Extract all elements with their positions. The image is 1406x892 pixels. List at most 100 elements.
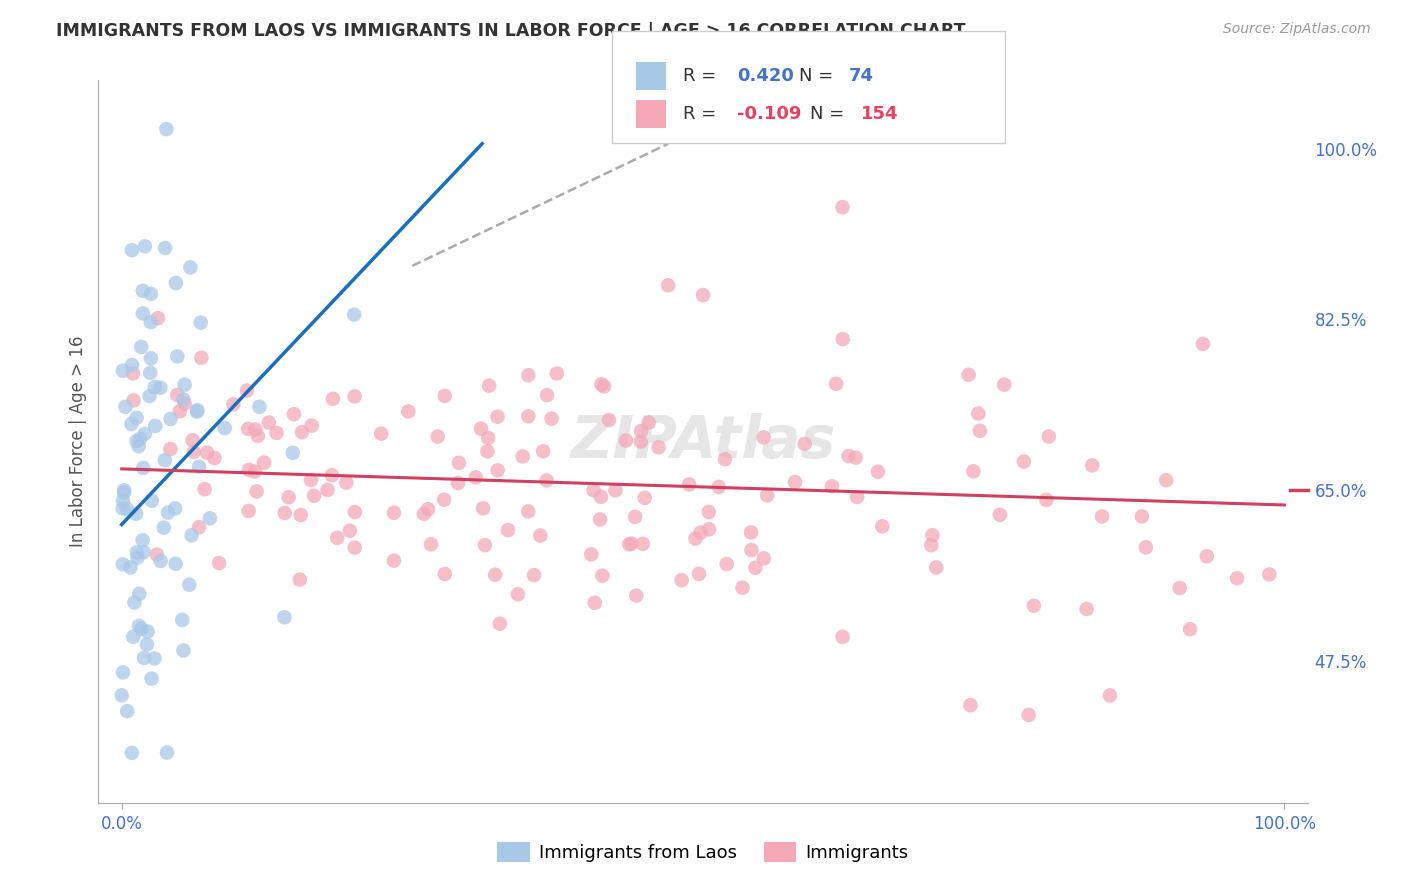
Legend: Immigrants from Laos, Immigrants: Immigrants from Laos, Immigrants (491, 834, 915, 870)
Point (591, 568, 613, 582)
Point (169, 404, 191, 418)
Point (474, 538, 496, 552)
Point (433, 566, 456, 581)
Point (624, 509, 647, 524)
Point (370, 426, 392, 441)
Point (153, 241, 176, 255)
Point (707, 480, 730, 494)
Point (132, 284, 155, 298)
Point (129, 340, 152, 354)
Point (1130, 509, 1153, 524)
Point (204, 451, 226, 466)
Point (121, 358, 143, 372)
Point (657, 278, 679, 293)
Text: R =: R = (683, 105, 723, 123)
Point (752, 551, 775, 566)
Point (591, 377, 613, 392)
Point (962, 464, 984, 478)
Point (517, 409, 540, 424)
Point (1192, 337, 1215, 351)
Point (752, 430, 775, 444)
Point (846, 490, 869, 504)
Point (382, 506, 405, 520)
Point (598, 413, 620, 427)
Point (125, 410, 148, 425)
Point (246, 484, 269, 499)
Point (716, 557, 738, 571)
Point (831, 200, 853, 214)
Point (957, 368, 980, 382)
Point (245, 422, 267, 436)
Point (111, 501, 134, 516)
Point (111, 558, 134, 572)
Point (159, 412, 181, 426)
Point (156, 506, 179, 520)
Point (139, 366, 162, 380)
Point (190, 351, 212, 365)
Point (125, 545, 148, 559)
Point (531, 444, 554, 458)
Point (343, 541, 366, 555)
Point (172, 643, 194, 657)
Point (740, 525, 762, 540)
Point (412, 507, 434, 521)
Point (1195, 549, 1218, 564)
Point (129, 432, 152, 446)
Point (299, 473, 322, 487)
Point (236, 422, 259, 436)
Point (634, 491, 657, 505)
Point (1091, 509, 1114, 524)
Point (112, 485, 135, 500)
Point (165, 557, 187, 571)
Point (517, 368, 540, 383)
Point (179, 260, 201, 275)
Point (793, 437, 815, 451)
Point (115, 502, 138, 516)
Point (120, 417, 142, 431)
Point (582, 483, 605, 498)
Point (186, 404, 208, 418)
Point (845, 450, 868, 465)
Point (238, 504, 260, 518)
Point (420, 537, 443, 551)
Point (689, 525, 711, 540)
Point (165, 501, 187, 516)
Point (1178, 622, 1201, 636)
Point (872, 519, 894, 533)
Point (139, 286, 162, 301)
Point (180, 528, 202, 542)
Point (1154, 473, 1177, 487)
Point (692, 288, 714, 302)
Point (146, 548, 169, 562)
Point (546, 367, 568, 381)
Point (620, 536, 643, 550)
Point (1135, 541, 1157, 555)
Point (131, 622, 153, 636)
Point (671, 573, 693, 587)
Y-axis label: In Labor Force | Age > 16: In Labor Force | Age > 16 (69, 335, 87, 548)
Point (111, 665, 134, 680)
Point (122, 393, 145, 408)
Point (127, 550, 149, 565)
Point (238, 463, 260, 477)
Point (925, 560, 948, 574)
Point (583, 596, 606, 610)
Point (115, 704, 138, 718)
Point (685, 532, 707, 546)
Point (484, 567, 506, 582)
Point (188, 520, 211, 534)
Point (128, 619, 150, 633)
Point (291, 425, 314, 439)
Point (143, 651, 166, 665)
Point (988, 508, 1011, 522)
Point (783, 475, 806, 489)
Text: 74: 74 (849, 67, 875, 85)
Point (714, 452, 737, 467)
Point (222, 397, 245, 411)
Point (322, 392, 344, 406)
Point (512, 450, 534, 464)
Point (630, 434, 652, 449)
Point (731, 581, 754, 595)
Text: 154: 154 (860, 105, 898, 123)
Point (478, 378, 501, 392)
